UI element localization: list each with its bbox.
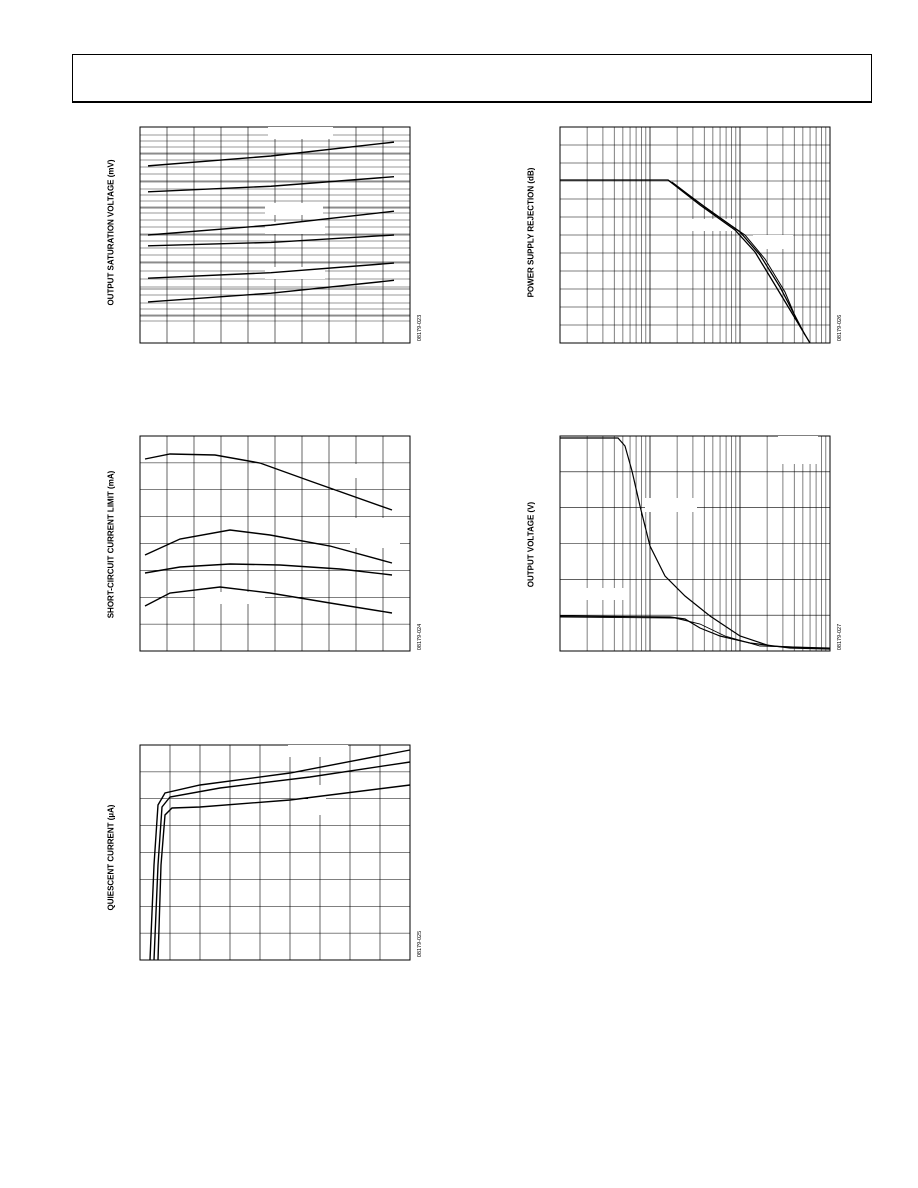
chart4-label-mask	[645, 498, 697, 512]
chart1-label-mask	[265, 203, 323, 215]
chart1-label-mask	[268, 127, 333, 139]
chart4-series-line-1	[560, 437, 831, 650]
chart4-frame	[559, 435, 831, 652]
chart1-plot	[139, 126, 411, 344]
chart2-frame	[559, 126, 831, 344]
chart4-ylabel: OUTPUT VOLTAGE (V)	[526, 501, 536, 588]
chart2-ylabel: POWER SUPPLY REJECTION (dB)	[526, 167, 536, 298]
chart5-frame	[139, 744, 411, 961]
chart2-series-line-3	[671, 181, 799, 324]
chart2-figure-id: 08179-026	[837, 314, 843, 342]
page-header-box	[72, 54, 872, 103]
chart1-series-line-2	[147, 175, 395, 193]
chart5-figure-id: 08179-025	[417, 930, 423, 958]
chart5-plot	[139, 744, 411, 961]
chart5-series-line-2	[153, 761, 411, 961]
chart2-label-mask	[680, 219, 735, 231]
chart2-label-mask	[753, 235, 793, 249]
chart3-label-mask	[350, 464, 380, 478]
chart3-frame	[139, 435, 411, 652]
chart2-series-line-2	[667, 179, 806, 336]
chart1-figure-id: 08179-023	[417, 314, 423, 342]
chart1-series-line-4	[147, 234, 395, 247]
chart3-series-line-2	[144, 529, 393, 564]
chart5-ylabel: QUIESCENT CURRENT (µA)	[106, 804, 116, 911]
chart1-label-mask	[265, 222, 325, 234]
chart2-plot	[559, 126, 831, 344]
chart5-series-line-1	[149, 749, 411, 961]
chart4-label-mask	[585, 588, 625, 600]
chart4-figure-id: 08179-027	[837, 623, 843, 651]
chart2-series-line-1	[560, 179, 811, 344]
chart1-series-line-1	[147, 141, 395, 167]
chart3-series-line-1	[144, 453, 393, 511]
chart4-series-line-3	[559, 616, 831, 649]
chart1-series-line-3	[147, 210, 395, 236]
chart4-plot	[559, 435, 831, 652]
chart3-label-mask	[195, 592, 265, 604]
chart5-label-mask	[288, 745, 348, 757]
chart1-series-line-6	[147, 279, 395, 303]
chart3-series-line-4	[144, 586, 393, 614]
chart1-series-line-5	[147, 262, 395, 279]
chart5-label-mask	[308, 785, 326, 815]
chart4-label-mask	[778, 436, 818, 464]
chart5-series-line-3	[157, 784, 411, 961]
chart3-series-line-3	[144, 563, 393, 576]
chart3-ylabel: SHORT-CIRCUIT CURRENT LIMIT (mA)	[106, 470, 116, 619]
chart3-figure-id: 08179-024	[417, 623, 423, 651]
chart1-ylabel: OUTPUT SATURATION VOLTAGE (mV)	[106, 159, 116, 306]
chart3-plot	[139, 435, 411, 652]
chart3-label-mask	[350, 518, 400, 548]
chart4-series-line-2	[559, 615, 831, 650]
